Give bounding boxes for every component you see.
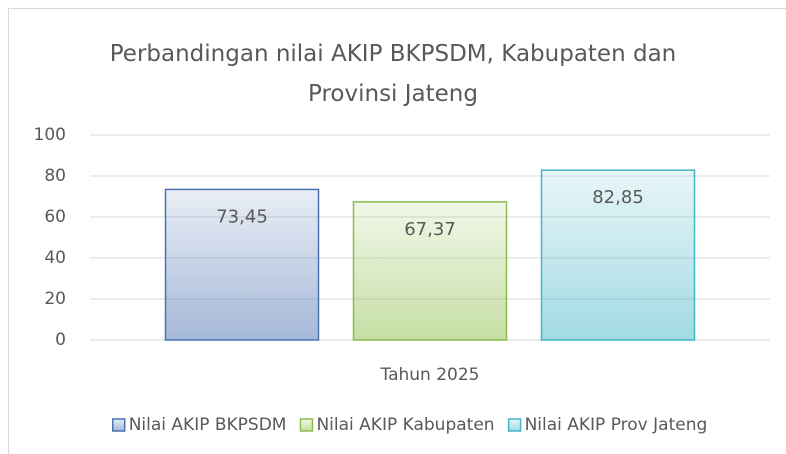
y-tick-label: 80 — [44, 166, 66, 186]
data-label: 73,45 — [216, 206, 268, 227]
y-tick-label: 40 — [44, 248, 66, 268]
chart-border — [8, 8, 786, 454]
bar — [164, 188, 320, 341]
legend-swatch — [507, 418, 522, 432]
legend-label: Nilai AKIP Kabupaten — [316, 415, 494, 435]
y-tick-label: 100 — [34, 125, 66, 145]
data-label: 82,85 — [592, 187, 644, 208]
bar — [540, 169, 696, 341]
chart-title: Perbandingan nilai AKIP BKPSDM, Kabupate… — [109, 41, 677, 107]
data-label: 67,37 — [404, 219, 456, 240]
legend-label: Nilai AKIP Prov Jateng — [525, 415, 708, 435]
legend-label: Nilai AKIP BKPSDM — [129, 415, 287, 435]
y-tick-label: 20 — [44, 289, 66, 309]
y-tick-label: 0 — [55, 330, 66, 350]
legend-swatch — [299, 418, 314, 432]
bar — [352, 201, 508, 341]
x-tick-label: Tahun 2025 — [380, 365, 480, 385]
legend-swatch — [111, 418, 126, 432]
y-tick-label: 60 — [44, 207, 66, 227]
